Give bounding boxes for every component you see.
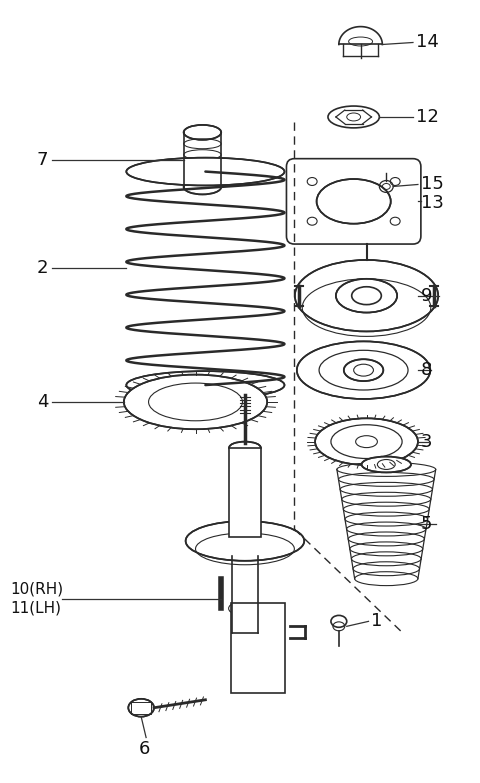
Ellipse shape: [336, 279, 397, 312]
Text: 6: 6: [138, 741, 150, 759]
Bar: [131, 702, 151, 713]
Text: 10(RH): 10(RH): [11, 581, 64, 596]
FancyBboxPatch shape: [287, 159, 421, 244]
Ellipse shape: [317, 179, 391, 224]
Ellipse shape: [344, 359, 384, 381]
Text: 11(LH): 11(LH): [11, 601, 62, 616]
Text: 5: 5: [421, 515, 432, 533]
Ellipse shape: [297, 341, 430, 399]
Ellipse shape: [184, 125, 221, 140]
Ellipse shape: [126, 157, 285, 186]
Text: 3: 3: [421, 433, 432, 451]
Text: 1: 1: [372, 612, 383, 630]
Bar: [230, 604, 285, 693]
Ellipse shape: [361, 456, 411, 472]
Ellipse shape: [229, 442, 261, 453]
Ellipse shape: [124, 374, 267, 429]
Ellipse shape: [186, 521, 304, 561]
Text: 8: 8: [421, 361, 432, 379]
Text: 2: 2: [37, 258, 48, 276]
Text: 12: 12: [416, 108, 439, 126]
Ellipse shape: [126, 371, 285, 399]
Ellipse shape: [315, 418, 418, 465]
Text: 9: 9: [421, 287, 432, 305]
Bar: [229, 448, 261, 537]
Ellipse shape: [295, 260, 438, 331]
Ellipse shape: [128, 698, 154, 716]
Text: 7: 7: [37, 150, 48, 168]
Ellipse shape: [184, 179, 221, 194]
Text: 4: 4: [37, 393, 48, 411]
Text: 15: 15: [421, 175, 444, 193]
Text: 14: 14: [416, 34, 439, 52]
Text: 13: 13: [421, 194, 444, 212]
